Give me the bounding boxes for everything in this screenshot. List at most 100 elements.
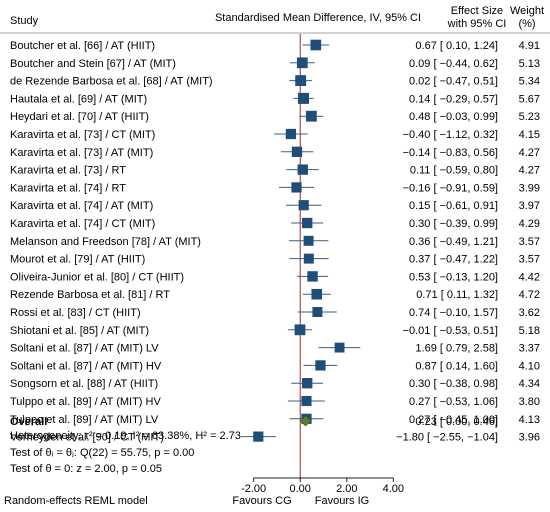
study-weight-text: 3.62 <box>519 307 540 319</box>
study-effect-marker <box>307 271 318 282</box>
study-effect-text: 0.27 [ −0.45, 1.00] <box>409 414 498 426</box>
study-row: Karavirta et al. [73] / CT (MIT) −0.40 [ … <box>10 128 540 141</box>
stat-test-equal: Test of θᵢ = θⱼ: Q(22) = 55.75, p = 0.00 <box>10 447 194 459</box>
study-label: Karavirta et al. [73] / CT (MIT) <box>10 129 155 141</box>
study-label: Hautala et al. [69] / AT (MIT) <box>10 93 147 105</box>
study-effect-text: 0.53 [ −0.13, 1.20] <box>409 271 498 283</box>
study-label: Heydari et al. [70] / AT (HIIT) <box>10 111 149 123</box>
overall-diamond <box>299 415 312 427</box>
study-effect-marker <box>294 324 306 336</box>
study-weight-text: 5.67 <box>519 93 540 105</box>
header-weight-line2: (%) <box>518 18 535 30</box>
study-row: Boutcher et al. [66] / AT (HIIT) 0.67 [ 0… <box>10 39 540 52</box>
study-effect-text: 0.71 [ 0.11, 1.32] <box>416 289 498 301</box>
study-effect-text: 0.67 [ 0.10, 1.24] <box>415 40 498 52</box>
study-label: Karavirta et al. [74] / RT <box>10 182 126 194</box>
study-effect-text: 0.87 [ 0.14, 1.60] <box>415 360 498 372</box>
study-effect-marker <box>291 146 303 157</box>
header-es-line2: with 95% CI <box>447 18 507 30</box>
overall-effect-text: 0.23 [ 0.00, 0.46] <box>415 416 498 428</box>
study-weight-text: 3.57 <box>519 236 540 248</box>
study-weight-text: 4.34 <box>519 378 540 390</box>
study-row: Oliveira-Junior et al. [80] / CT (HIIT) 0… <box>10 271 540 283</box>
stat-test-zero: Test of θ = 0: z = 2.00, p = 0.05 <box>10 463 162 475</box>
study-effect-text: 0.27 [ −0.53, 1.06] <box>409 396 498 408</box>
study-label: Oliveira-Junior et al. [80] / CT (HIIT) <box>10 271 184 283</box>
study-label: Karavirta et al. [74] / CT (MIT) <box>10 218 155 230</box>
study-effect-marker <box>291 182 302 193</box>
study-effect-text: 0.30 [ −0.38, 0.98] <box>409 378 498 390</box>
study-weight-text: 4.72 <box>519 289 540 301</box>
study-effect-text: 0.74 [ −0.10, 1.57] <box>409 307 498 319</box>
study-row: Karavirta et al. [73] / AT (MIT) −0.14 [ … <box>10 146 540 159</box>
x-axis-tick-label: 0.00 <box>289 483 310 495</box>
study-row: Soltani et al. [87] / AT (MIT) HV 0.87 [ … <box>10 360 540 372</box>
study-weight-text: 5.23 <box>519 111 540 123</box>
study-effect-marker <box>303 235 314 246</box>
header-weight-line1: Weight <box>510 5 544 17</box>
study-effect-text: 0.30 [ −0.39, 0.99] <box>409 218 498 230</box>
x-axis-tick-label: 4.00 <box>383 483 404 495</box>
study-effect-marker <box>302 217 313 229</box>
study-label: Tulppo et al. [89] / AT (MIT) LV <box>10 414 159 426</box>
study-row: Melanson and Freedson [78] / AT (MIT) 0.3… <box>10 236 540 248</box>
study-weight-text: 3.80 <box>519 396 540 408</box>
study-label: de Rezende Barbosa et al. [68] / AT (MIT… <box>10 76 213 88</box>
study-effect-text: −0.16 [ −0.91, 0.59] <box>403 182 498 194</box>
study-weight-text: 5.18 <box>519 325 540 337</box>
study-effect-marker <box>301 395 312 407</box>
study-weight-text: 3.57 <box>519 254 540 266</box>
study-effect-text: 0.37 [ −0.47, 1.22] <box>409 254 498 266</box>
study-effect-text: 0.36 [ −0.49, 1.21] <box>409 236 498 248</box>
study-weight-text: 4.29 <box>519 218 540 230</box>
study-row: Verheyden et al. [90] / CT (MIT) −1.80 [ … <box>10 431 540 444</box>
study-effect-text: 0.09 [ −0.44, 0.62] <box>409 58 498 70</box>
study-row: Karavirta et al. [74] / CT (MIT) 0.30 [ −… <box>10 217 540 230</box>
study-label: Boutcher et al. [66] / AT (HIIT) <box>10 40 155 52</box>
study-effect-marker <box>303 253 314 264</box>
study-weight-text: 4.91 <box>519 40 540 52</box>
study-label: Karavirta et al. [74] / AT (MIT) <box>10 200 153 212</box>
study-label: Shiotani et al. [85] / AT (MIT) <box>10 325 149 337</box>
study-effect-text: 1.69 [ 0.79, 2.58] <box>415 343 498 355</box>
study-weight-text: 3.97 <box>519 200 540 212</box>
study-weight-text: 3.99 <box>519 182 540 194</box>
study-row: Karavirta et al. [74] / AT (MIT) 0.15 [ −… <box>10 200 540 212</box>
study-effect-marker <box>285 128 297 140</box>
study-row: Mourot et al. [79] / AT (HIIT) 0.37 [ −0.… <box>10 254 540 266</box>
study-weight-text: 4.42 <box>519 271 540 283</box>
study-row: Tulppo et al. [89] / AT (MIT) LV 0.27 [ −… <box>10 413 540 426</box>
study-label: Verheyden et al. [90] / CT (MIT) <box>10 432 164 444</box>
study-weight-text: 5.13 <box>519 58 540 70</box>
study-row: Shiotani et al. [85] / AT (MIT) −0.01 [ −… <box>10 324 540 337</box>
model-note: Random-effects REML model <box>4 495 148 507</box>
study-effect-marker <box>295 75 307 87</box>
study-effect-marker <box>334 342 345 353</box>
study-weight-text: 5.34 <box>519 76 540 88</box>
overall-label: Overall <box>10 416 47 428</box>
study-effect-text: −1.80 [ −2.55, −1.04] <box>396 432 498 444</box>
stat-heterogeneity: Heterogeneity: τ² = 0.19, I² = 63.38%, H… <box>10 430 241 442</box>
header-es-line1: Effect Size <box>451 5 503 17</box>
study-label: Soltani et al. [87] / AT (MIT) LV <box>10 343 159 355</box>
favours-right-label: Favours IG <box>315 495 369 507</box>
study-effect-marker <box>297 164 308 175</box>
header-study: Study <box>10 15 39 27</box>
study-weight-text: 3.96 <box>519 432 540 444</box>
study-weight-text: 4.10 <box>519 360 540 372</box>
study-label: Rezende Barbosa et al. [81] / RT <box>10 289 170 301</box>
study-label: Karavirta et al. [73] / RT <box>10 165 126 177</box>
study-label: Songsorn et al. [88] / AT (HIIT) <box>10 378 158 390</box>
study-row: Soltani et al. [87] / AT (MIT) LV 1.69 [ … <box>10 343 540 355</box>
x-axis-tick-label: 2.00 <box>336 483 357 495</box>
study-effect-text: −0.40 [ −1.12, 0.32] <box>403 129 498 141</box>
x-axis-tick-label: -2.00 <box>241 483 266 495</box>
study-effect-marker <box>296 57 308 69</box>
study-effect-text: −0.01 [ −0.53, 0.51] <box>403 325 498 337</box>
study-weight-text: 4.27 <box>519 165 540 177</box>
study-row: Boutcher and Stein [67] / AT (MIT) 0.09 [… <box>10 57 540 70</box>
study-row: Heydari et al. [70] / AT (HIIT) 0.48 [ −0… <box>10 110 540 123</box>
study-label: Karavirta et al. [73] / AT (MIT) <box>10 147 153 159</box>
study-effect-marker <box>302 378 313 389</box>
